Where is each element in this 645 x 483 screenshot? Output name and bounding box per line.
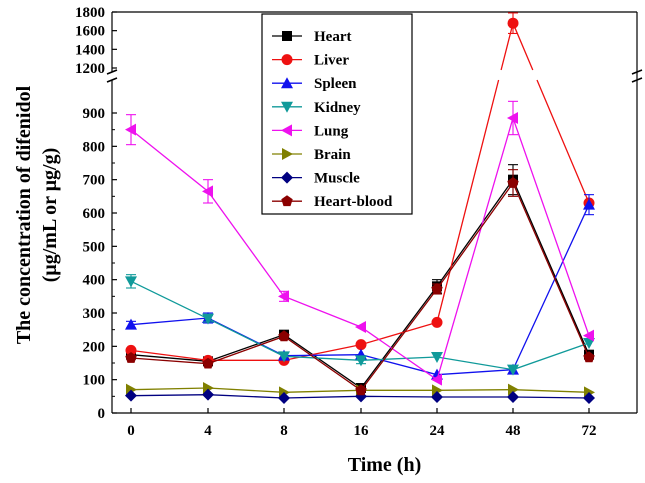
legend-marker [281, 171, 293, 184]
legend-label: Heart-blood [314, 194, 393, 210]
y-tick-label: 500 [83, 239, 106, 255]
x-tick-label: 4 [204, 423, 212, 439]
data-point [507, 391, 519, 403]
y-tick-label: 200 [83, 339, 106, 355]
y-tick-label: 400 [83, 273, 106, 289]
y-tick-label: 600 [83, 206, 106, 222]
legend: Heart Liver Spleen Kidney Lung Brain Muscle Hea… [261, 13, 413, 215]
series-lung [125, 100, 594, 386]
data-point [583, 338, 595, 349]
data-point [431, 283, 443, 294]
legend-marker [281, 195, 293, 207]
axis-break-mark [631, 69, 643, 75]
data-point [431, 373, 442, 386]
data-point [125, 318, 137, 330]
legend-label: Kidney [314, 100, 361, 116]
y-tick-label: 1800 [75, 5, 105, 21]
axes: 0 100 200 300 400 500 600 700 800 900 1200 1400 1600… [75, 5, 597, 439]
y-tick-label: 1200 [75, 61, 105, 77]
legend-marker [282, 148, 293, 160]
data-point [431, 391, 443, 403]
data-point [278, 392, 290, 404]
data-point [507, 112, 518, 124]
x-tick-label: 16 [354, 423, 370, 439]
y-tick-label: 700 [83, 173, 106, 189]
legend-marker [281, 54, 293, 66]
y-tick-label: 100 [83, 373, 106, 389]
y-tick-label: 1600 [75, 24, 105, 40]
data-point [508, 383, 519, 396]
legend-label: Heart [314, 29, 351, 45]
data-point [202, 357, 214, 369]
series-layer [125, 12, 595, 404]
data-point [431, 316, 443, 328]
legend-label: Brain [314, 147, 351, 163]
y-tick-label: 800 [83, 139, 106, 155]
legend-label: Muscle [314, 171, 360, 187]
y-tick-label: 900 [83, 106, 106, 122]
data-point [278, 351, 290, 363]
x-tick-label: 48 [506, 423, 521, 439]
x-tick-label: 8 [280, 423, 288, 439]
data-point [125, 344, 137, 356]
data-point [125, 389, 137, 402]
data-point [125, 276, 137, 288]
legend-label: Lung [314, 123, 349, 139]
data-point [583, 198, 595, 210]
data-point [507, 364, 519, 376]
data-point [355, 384, 367, 396]
data-point [278, 330, 290, 342]
data-point [125, 352, 137, 363]
x-tick-label: 72 [582, 423, 597, 439]
x-tick-label: 24 [430, 423, 446, 439]
data-point [507, 17, 519, 29]
series-spleen [125, 194, 595, 380]
legend-marker [281, 101, 293, 113]
data-point [583, 351, 595, 363]
axis-break-mark [106, 77, 118, 83]
data-point [202, 313, 214, 325]
data-point [355, 339, 367, 351]
series-heart-blood [125, 169, 595, 396]
data-point [507, 177, 519, 188]
legend-marker [281, 77, 293, 89]
data-point [355, 321, 366, 333]
data-point [125, 123, 136, 136]
data-point [583, 392, 595, 404]
axis-break-mark [106, 69, 118, 75]
axis-break-mark [631, 77, 643, 83]
data-point [431, 352, 443, 363]
data-point [355, 355, 367, 367]
data-point [202, 388, 214, 401]
legend-label: Liver [314, 53, 349, 69]
y-axis-title: The concentration of difenidol [13, 85, 35, 344]
x-tick-label: 0 [127, 423, 135, 439]
legend-marker [281, 124, 292, 137]
legend-marker [282, 31, 292, 41]
x-axis-title: Time (h) [348, 454, 422, 476]
y-tick-label: 0 [98, 406, 106, 422]
series-muscle [125, 388, 595, 404]
legend-label: Spleen [314, 76, 357, 92]
data-point [278, 290, 289, 303]
data-point [583, 329, 594, 342]
series-kidney [125, 274, 595, 376]
data-point [202, 185, 213, 198]
y-axis-units: (μg/mL or μg/g) [39, 148, 61, 283]
y-tick-label: 1400 [75, 42, 105, 58]
y-tick-label: 300 [83, 306, 106, 322]
